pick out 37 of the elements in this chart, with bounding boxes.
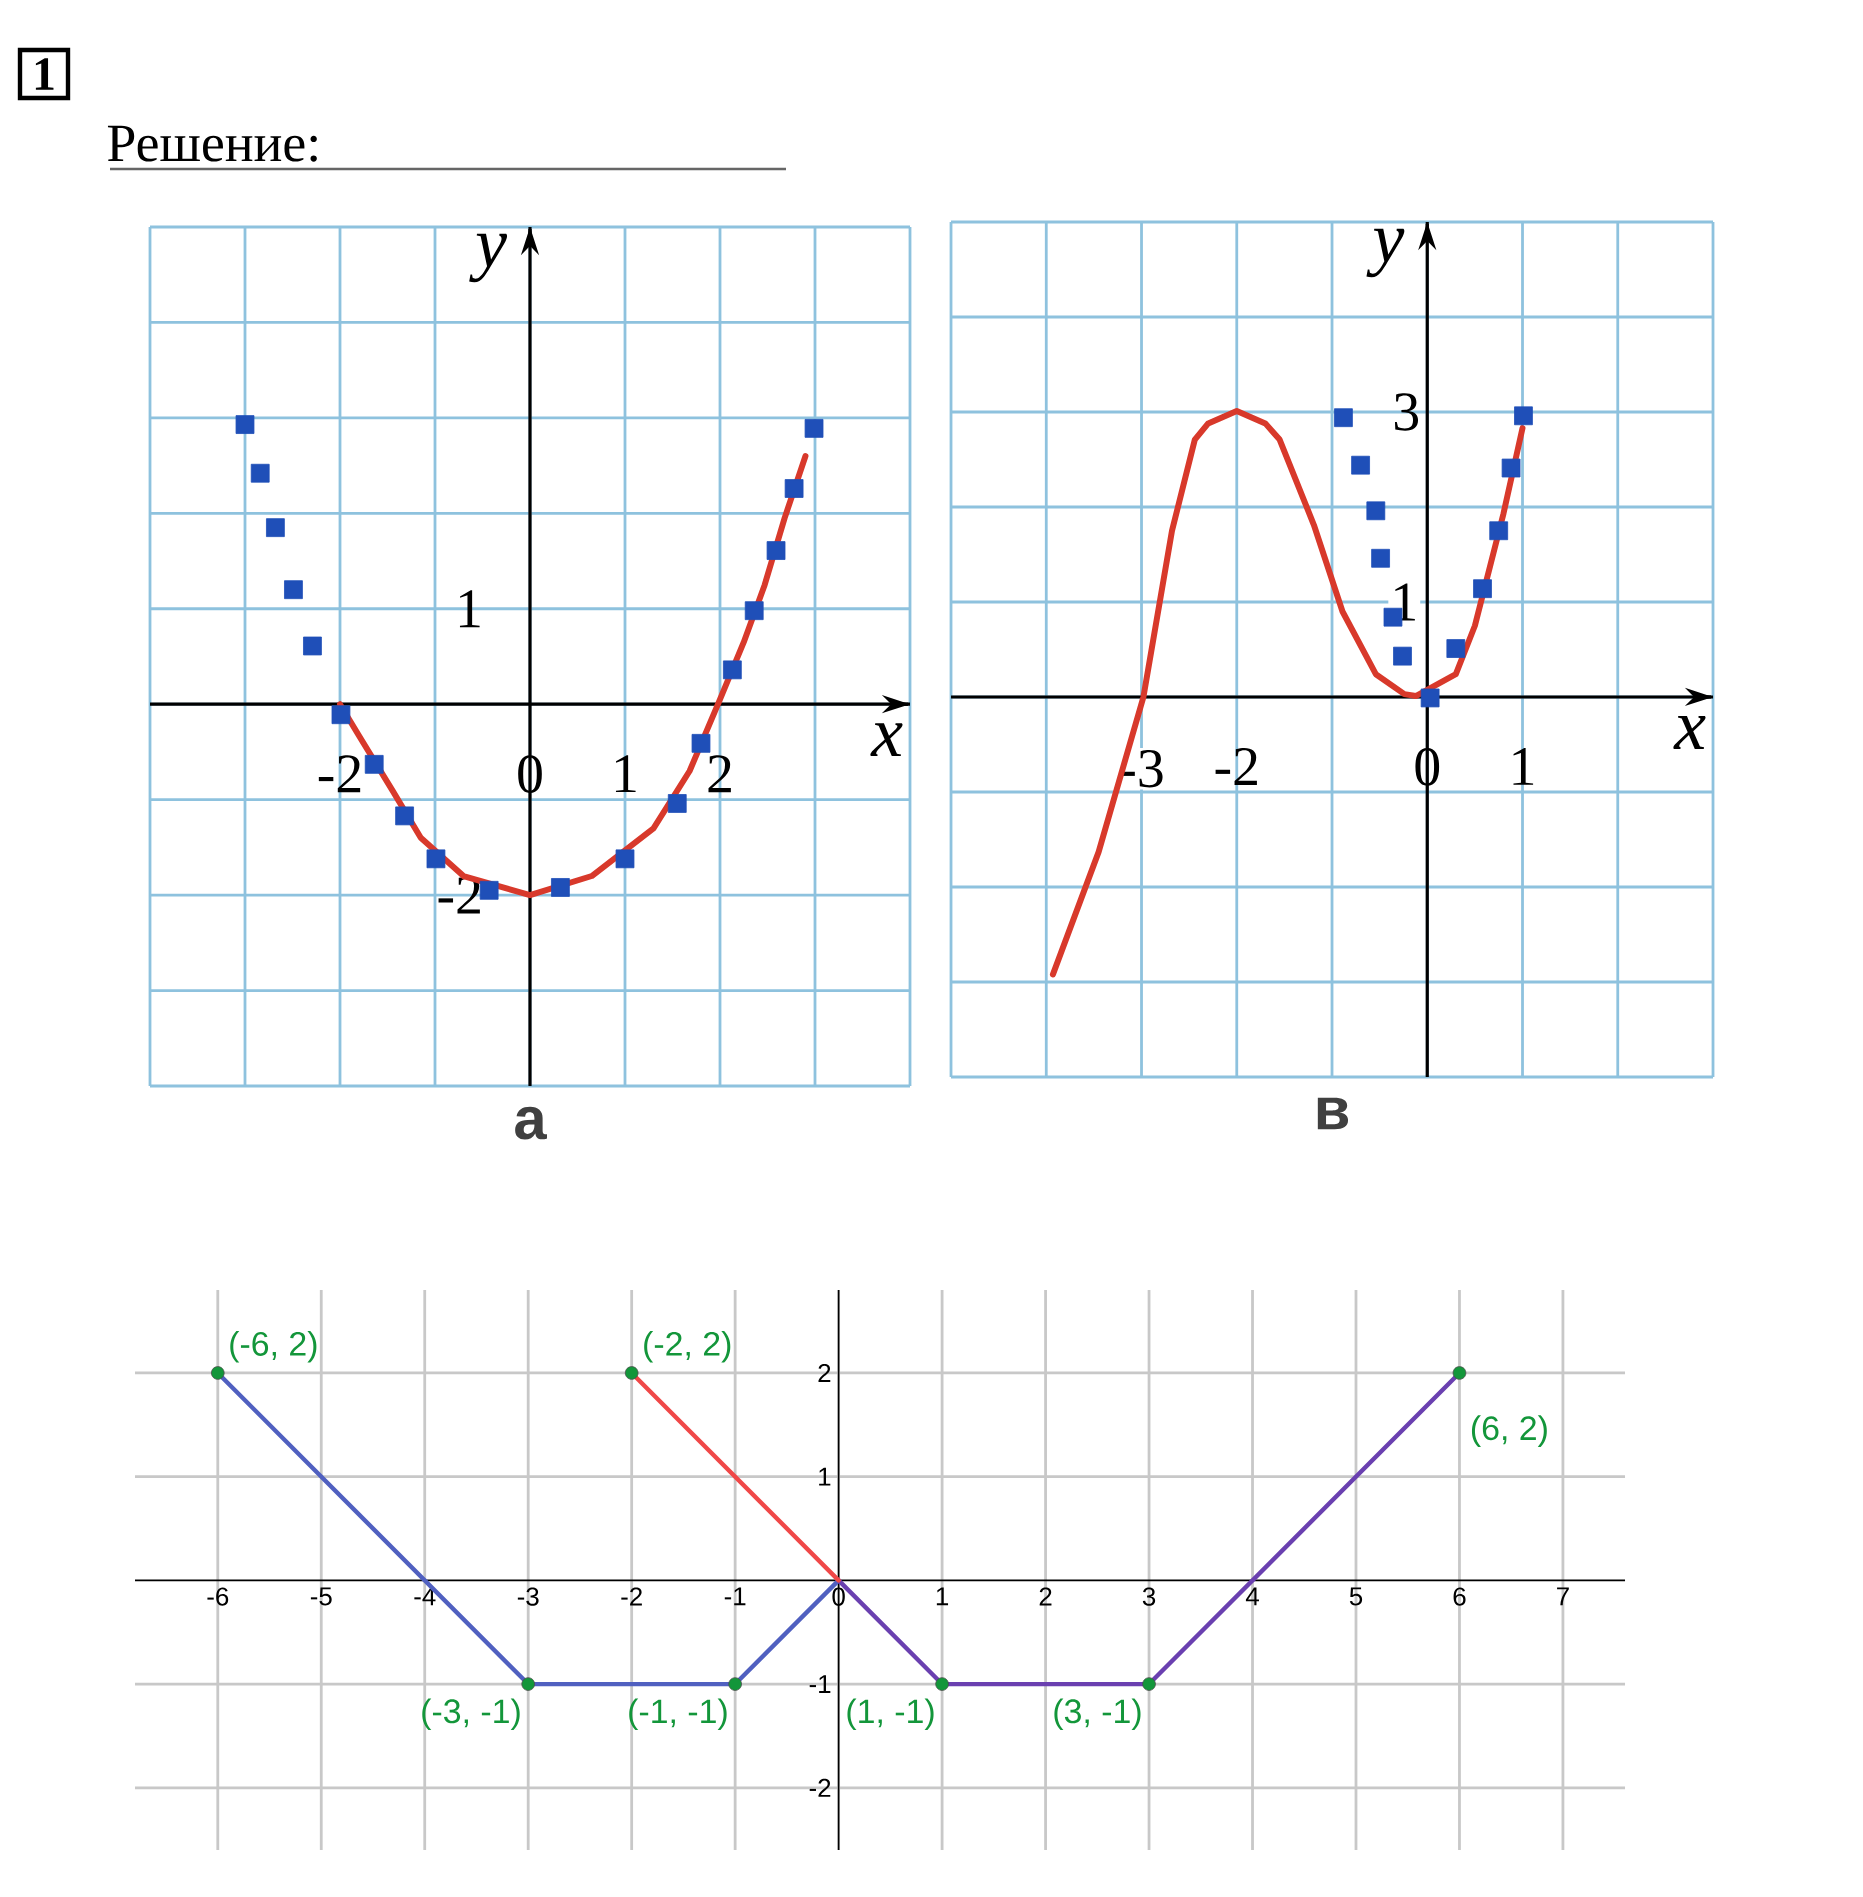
y-tick-label: -1 <box>809 1675 831 1693</box>
data-label: (-6, 2) <box>230 1331 317 1363</box>
x-axis-title: x <box>870 723 903 757</box>
x-tick-label: -1 <box>724 1587 746 1606</box>
data-label: (6, 2) <box>1471 1415 1547 1447</box>
y-tick-label: -2 <box>809 1778 831 1797</box>
x-tick-label: -3 <box>1120 750 1163 788</box>
x-axis-title: x <box>1673 715 1706 749</box>
x-tick-label: 7 <box>1557 1587 1569 1606</box>
x-tick-label: 1 <box>615 755 636 793</box>
x-tick-label: 2 <box>1039 1587 1052 1606</box>
data-label: (1, -1) <box>847 1698 934 1731</box>
data-label: (-1, -1) <box>629 1698 727 1731</box>
x-tick-label: -3 <box>517 1587 539 1606</box>
x-tick-label: 4 <box>1245 1587 1259 1606</box>
x-tick-label: -6 <box>207 1587 229 1606</box>
y-tick-label: 1 <box>819 1467 831 1486</box>
y-axis-title: y <box>1366 228 1405 278</box>
x-tick-label: 1 <box>1513 748 1534 785</box>
text: в <box>1317 1097 1349 1130</box>
x-tick-label: 5 <box>1349 1587 1363 1606</box>
data-label: (-2, 2) <box>644 1331 731 1363</box>
y-axis-title: y <box>469 233 508 283</box>
text: а <box>515 1106 548 1140</box>
x-tick-label: -5 <box>310 1587 332 1606</box>
text: Решение: <box>107 125 317 162</box>
x-tick-label: 1 <box>936 1587 949 1606</box>
x-tick-label: -2 <box>621 1587 642 1606</box>
data-label: (3, -1) <box>1054 1698 1141 1731</box>
x-tick-label: 6 <box>1453 1587 1466 1606</box>
x-tick-label: 3 <box>1142 1587 1156 1606</box>
data-label: (-3, -1) <box>422 1698 520 1731</box>
text: 1 <box>35 58 54 90</box>
x-tick-label: 2 <box>708 755 731 793</box>
y-tick-label: 2 <box>818 1363 831 1382</box>
x-tick-label: -2 <box>318 755 361 793</box>
x-tick-label: -2 <box>1215 748 1257 785</box>
